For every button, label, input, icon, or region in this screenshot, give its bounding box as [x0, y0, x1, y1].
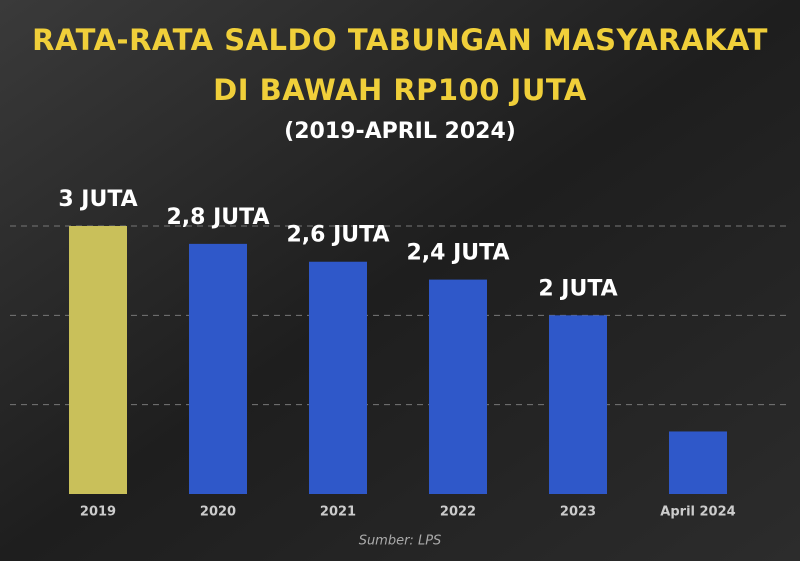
value-label: 3 JUTA [58, 187, 137, 212]
x-tick-label: 2019 [80, 505, 116, 520]
value-label: 2,8 JUTA [166, 205, 269, 230]
chart-title: RATA-RATA SALDO TABUNGAN MASYARAKAT [32, 23, 768, 57]
bar [69, 226, 127, 494]
bar [549, 315, 607, 494]
bar [429, 279, 487, 494]
x-tick-label: 2021 [320, 505, 356, 520]
value-label: 2,4 JUTA [406, 241, 509, 266]
source: Sumber: LPS [359, 534, 442, 549]
x-tick-label: April 2024 [660, 505, 735, 520]
x-tick-label: 2022 [440, 505, 476, 520]
bar [189, 243, 247, 494]
value-label: 2 JUTA [538, 276, 617, 301]
chart-subtitle: (2019-APRIL 2024) [284, 119, 516, 144]
x-tick-label: 2020 [200, 505, 236, 520]
bar [309, 261, 367, 494]
bar [669, 431, 727, 494]
chart-title: DI BAWAH RP100 JUTA [213, 73, 587, 107]
x-tick-label: 2023 [560, 505, 596, 520]
value-label: 2,6 JUTA [286, 223, 389, 248]
